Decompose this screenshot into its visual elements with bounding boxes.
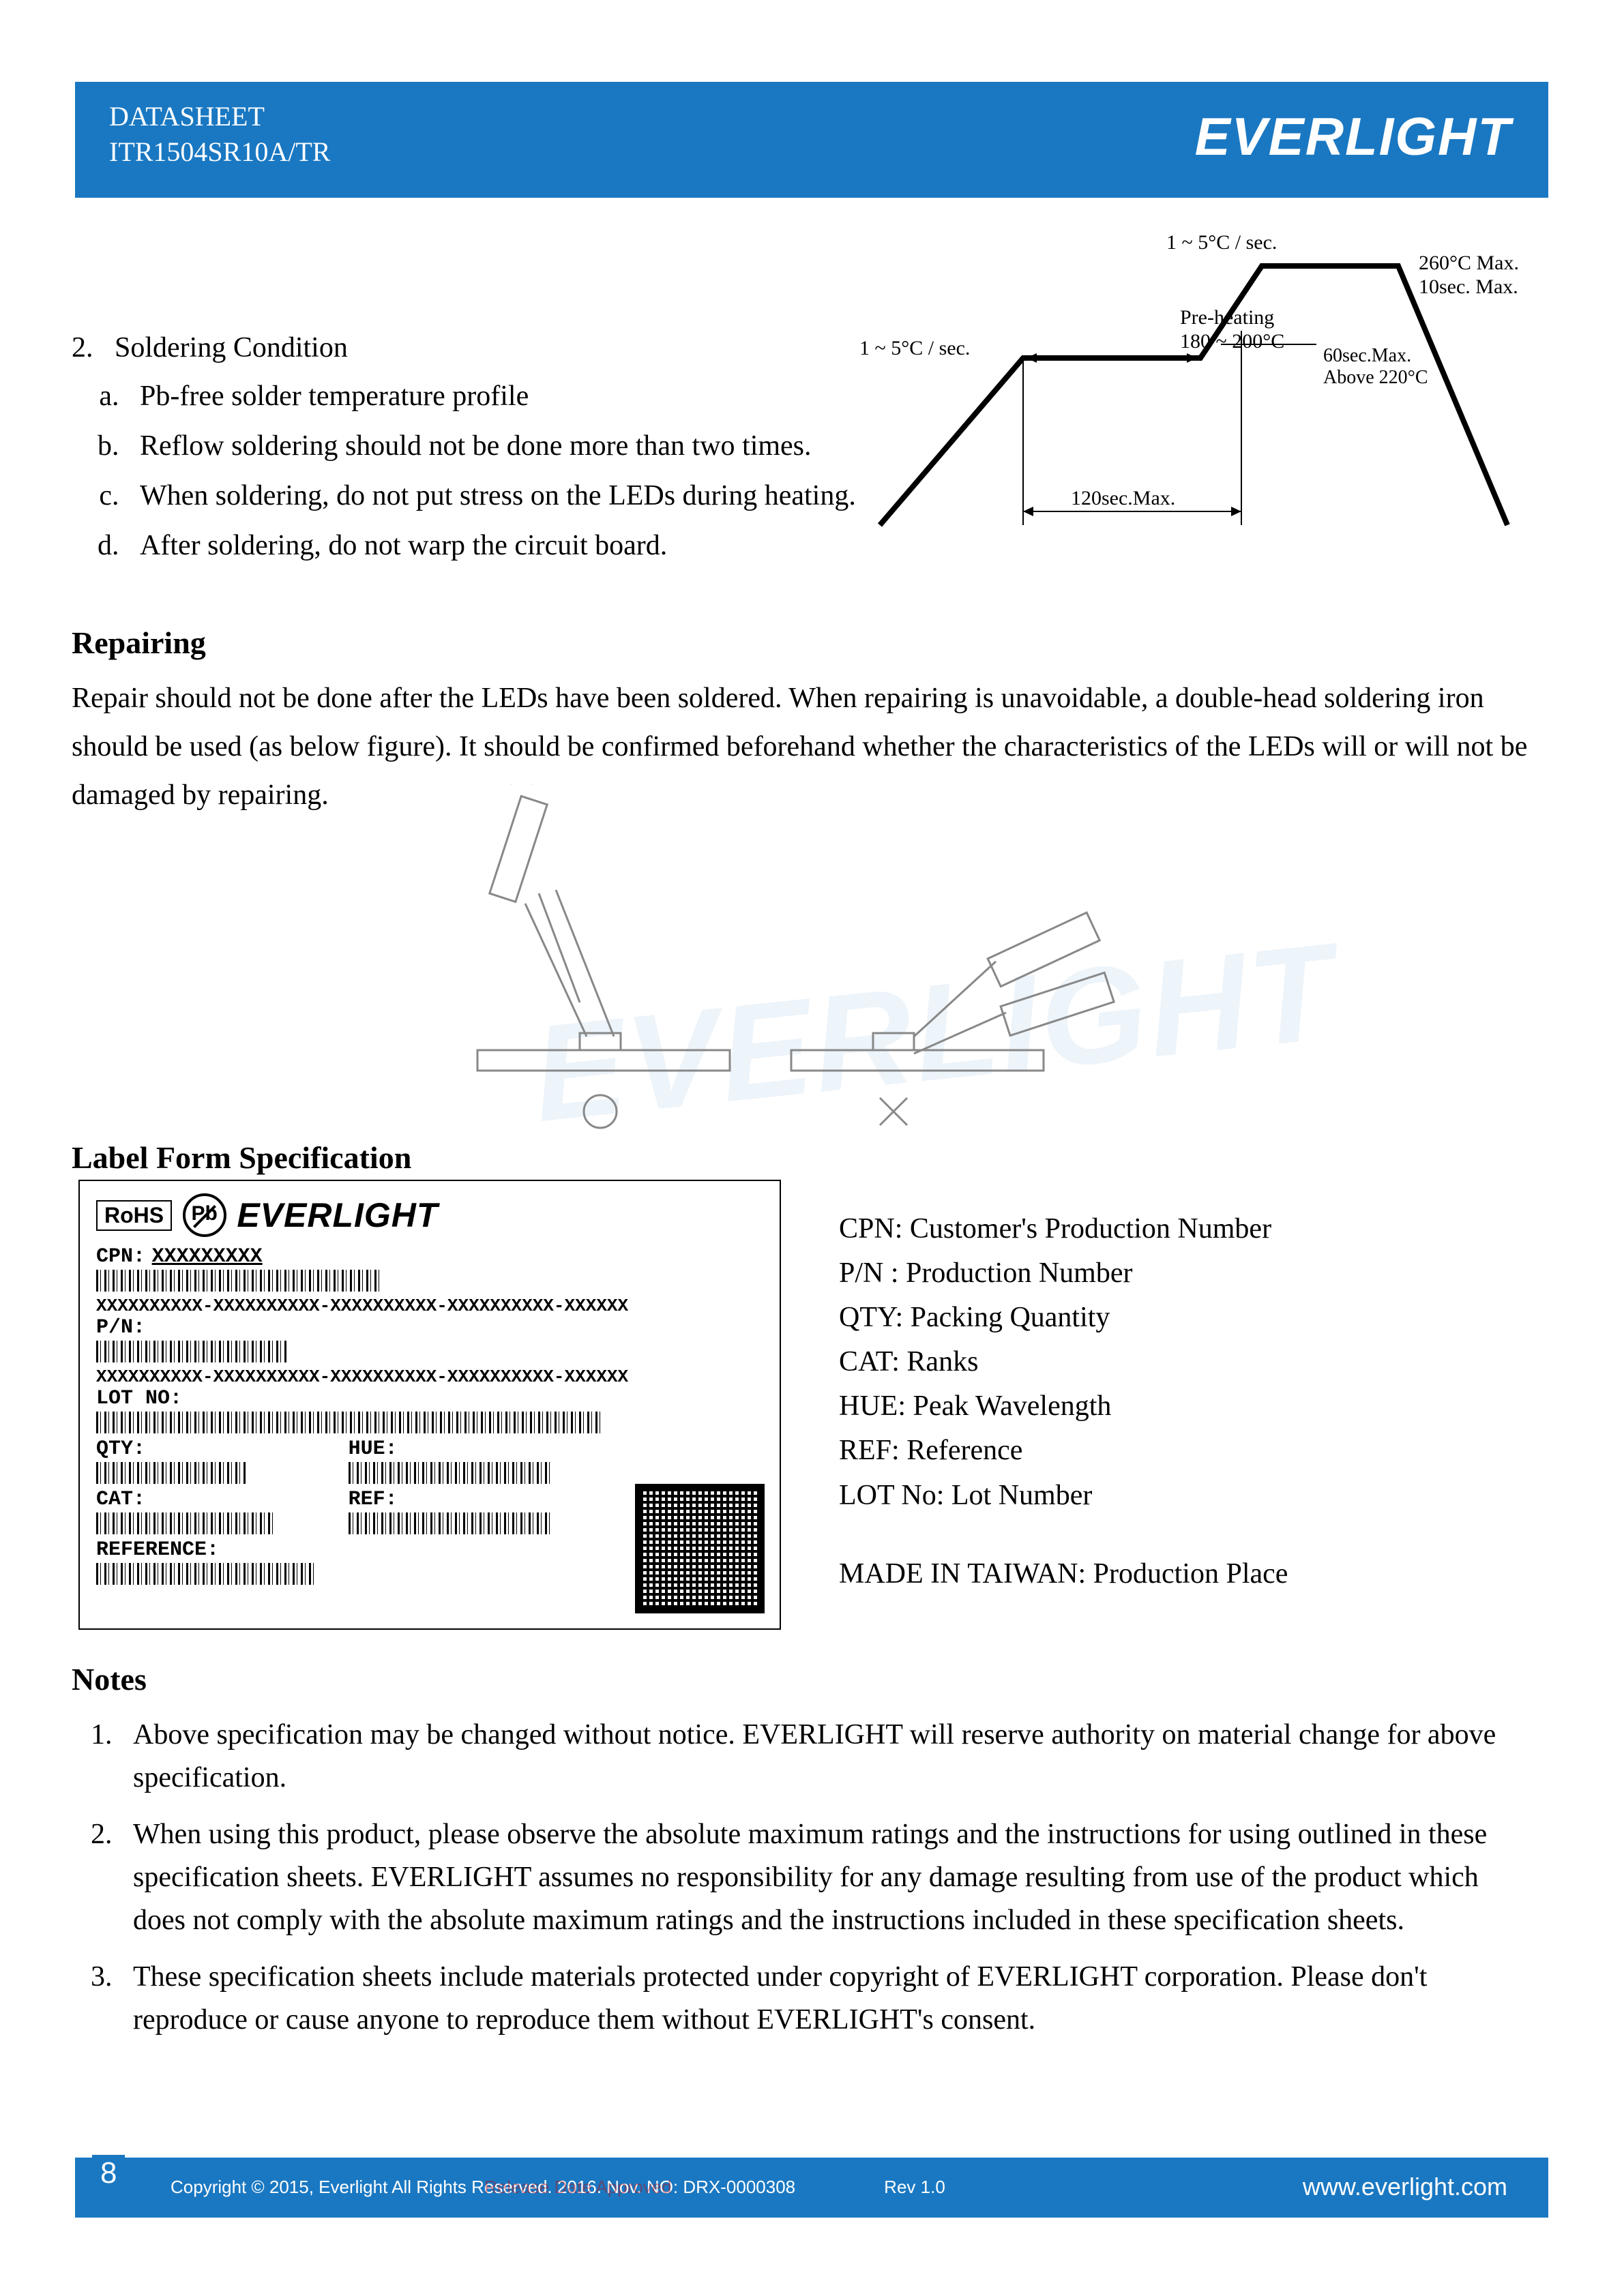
profile-peak1: 260°C Max. bbox=[1419, 252, 1519, 274]
def-pn: P/N : Production Number bbox=[839, 1251, 1288, 1296]
hue-label: HUE: bbox=[349, 1437, 594, 1461]
profile-rise-left: 1 ~ 5°C / sec. bbox=[859, 337, 970, 359]
qty-label: QTY: bbox=[96, 1437, 342, 1461]
barcode-ref bbox=[349, 1512, 553, 1534]
iron-left bbox=[477, 784, 730, 1071]
header-line2: ITR1504SR10A/TR bbox=[109, 134, 330, 170]
soldering-title: Soldering Condition bbox=[115, 332, 348, 363]
label-brand: EVERLIGHT bbox=[237, 1195, 438, 1235]
ng-mark bbox=[880, 1098, 907, 1125]
arrow-r bbox=[1187, 353, 1197, 363]
pn-label: P/N: bbox=[96, 1316, 763, 1339]
header-title-block: DATASHEET ITR1504SR10A/TR bbox=[109, 99, 330, 170]
notes-list: Above specification may be changed witho… bbox=[72, 1714, 1538, 2042]
x-line-2: XXXXXXXXXX-XXXXXXXXXX-XXXXXXXXXX-XXXXXXX… bbox=[96, 1367, 763, 1387]
notes-item: When using this product, please observe … bbox=[119, 1813, 1538, 1942]
notes-title: Notes bbox=[72, 1657, 1538, 1703]
profile-peak2: 10sec. Max. bbox=[1419, 275, 1518, 298]
def-cat: CAT: Ranks bbox=[839, 1340, 1288, 1384]
label-definitions: CPN: Customer's Production Number P/N : … bbox=[839, 1207, 1288, 1596]
barcode-reference bbox=[96, 1563, 314, 1585]
barcode-lot bbox=[96, 1412, 601, 1433]
barcode-cpn bbox=[96, 1270, 383, 1292]
footer-rev: Rev 1.0 bbox=[884, 2177, 945, 2197]
soldering-iron-diagram bbox=[409, 784, 1160, 1146]
footer-copy-text: Copyright © 2015, Everlight All Rights R… bbox=[171, 2177, 795, 2197]
def-cpn: CPN: Customer's Production Number bbox=[839, 1207, 1288, 1251]
arrow-l bbox=[1027, 353, 1037, 363]
def-ref: REF: Reference bbox=[839, 1429, 1288, 1473]
iron-right bbox=[791, 912, 1114, 1071]
barcode-cat bbox=[96, 1512, 274, 1534]
lot-label: LOT NO: bbox=[96, 1387, 763, 1410]
profile-above2: Above 220°C bbox=[1323, 367, 1428, 388]
barcode-hue bbox=[349, 1462, 553, 1484]
notes-section: Notes Above specification may be changed… bbox=[72, 1657, 1538, 2055]
def-lot: LOT No: Lot Number bbox=[839, 1474, 1288, 1518]
dwell-arrow-l bbox=[1023, 507, 1033, 516]
profile-pre1: Pre-heating bbox=[1180, 306, 1274, 329]
profile-above1: 60sec.Max. bbox=[1323, 345, 1411, 366]
label-spec-title: Label Form Specification bbox=[72, 1135, 411, 1181]
footer-overlay: Release Date Approved bbox=[484, 2177, 672, 2198]
barcode-pn bbox=[96, 1341, 287, 1362]
x-line-1: XXXXXXXXXX-XXXXXXXXXX-XXXXXXXXXX-XXXXXXX… bbox=[96, 1296, 763, 1316]
cpn-label: CPN: bbox=[96, 1245, 145, 1268]
def-made: MADE IN TAIWAN: Production Place bbox=[839, 1552, 1288, 1596]
label-header-row: RoHS Pb EVERLIGHT bbox=[96, 1193, 763, 1237]
dwell-arrow-r bbox=[1231, 507, 1241, 516]
pb-free-icon: Pb bbox=[183, 1193, 226, 1237]
barcode-qty bbox=[96, 1462, 246, 1484]
profile-curve bbox=[880, 266, 1507, 525]
def-qty: QTY: Packing Quantity bbox=[839, 1296, 1288, 1340]
repairing-title: Repairing bbox=[72, 621, 1538, 666]
cpn-value: XXXXXXXXX bbox=[152, 1245, 263, 1268]
soldering-num: 2. bbox=[72, 332, 93, 363]
rohs-badge: RoHS bbox=[96, 1200, 172, 1231]
ok-mark bbox=[584, 1095, 617, 1128]
ref-label: REF: bbox=[349, 1488, 594, 1511]
reflow-profile-diagram: 1 ~ 5°C / sec. 1 ~ 5°C / sec. 260°C Max.… bbox=[839, 225, 1555, 559]
page-number: 8 bbox=[92, 2155, 125, 2192]
label-box: RoHS Pb EVERLIGHT CPN: XXXXXXXXX XXXXXXX… bbox=[78, 1180, 781, 1630]
notes-item: Above specification may be changed witho… bbox=[119, 1714, 1538, 1800]
profile-pre2: 180 ~ 200°C bbox=[1180, 330, 1284, 353]
qr-code bbox=[635, 1484, 765, 1613]
brand-logo: EVERLIGHT bbox=[1195, 106, 1511, 168]
profile-rise-top: 1 ~ 5°C / sec. bbox=[1166, 231, 1277, 254]
notes-item: These specification sheets include mater… bbox=[119, 1956, 1538, 2042]
cat-label: CAT: bbox=[96, 1488, 342, 1511]
footer-url: www.everlight.com bbox=[1303, 2173, 1507, 2201]
header-line1: DATASHEET bbox=[109, 99, 330, 134]
footer-band: 8 Copyright © 2015, Everlight All Rights… bbox=[75, 2158, 1548, 2218]
def-hue: HUE: Peak Wavelength bbox=[839, 1384, 1288, 1429]
profile-dwell: 120sec.Max. bbox=[1071, 487, 1175, 509]
